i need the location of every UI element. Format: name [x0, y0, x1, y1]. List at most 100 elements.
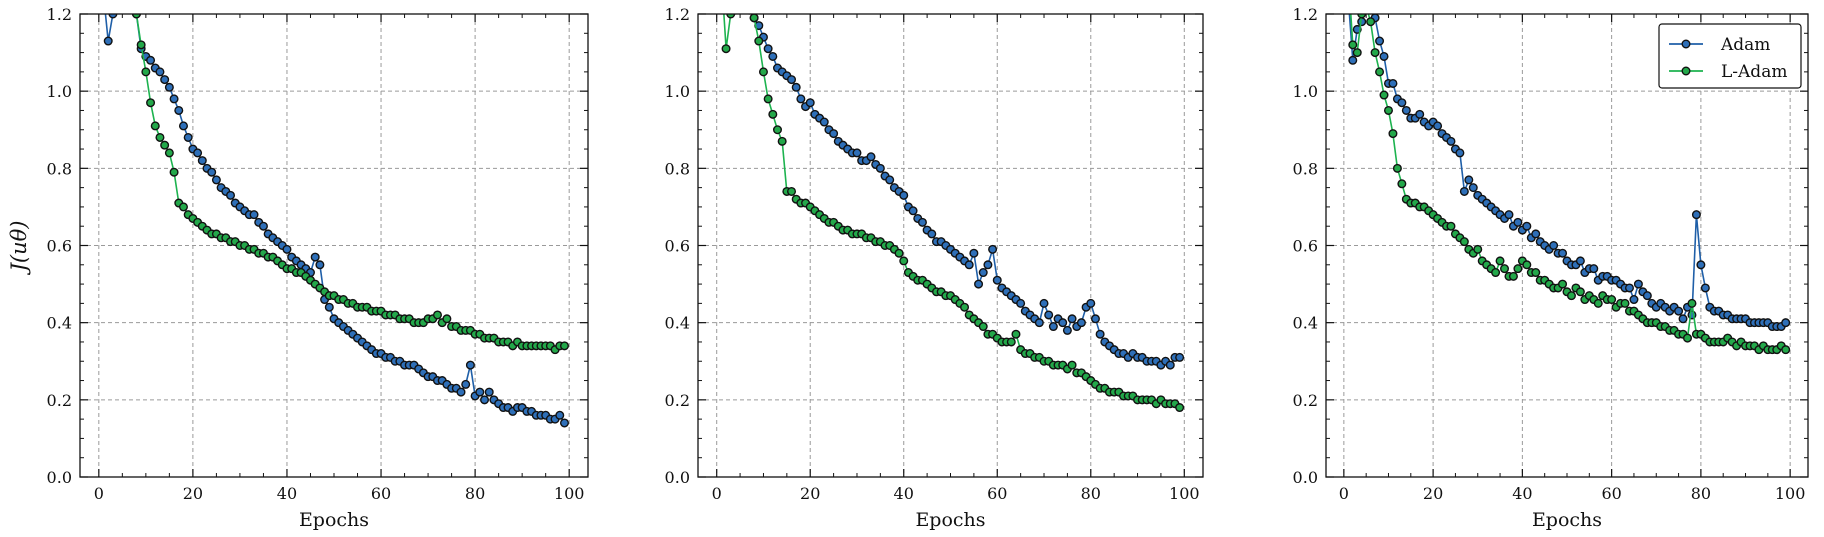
- data-point-l-adam: [978, 322, 988, 332]
- data-point-adam: [796, 94, 806, 104]
- data-point-adam: [791, 82, 801, 92]
- y-tick-label: 0.0: [665, 468, 690, 487]
- data-point-l-adam: [772, 125, 782, 135]
- data-point-l-adam: [1508, 271, 1518, 281]
- legend-label: Adam: [1720, 35, 1770, 55]
- x-axis-label: Epochs: [1532, 509, 1602, 531]
- y-tick-label: 0.0: [47, 468, 72, 487]
- data-point-adam: [1401, 105, 1411, 115]
- y-tick-label: 1.0: [1293, 82, 1318, 101]
- data-point-l-adam: [1500, 264, 1510, 274]
- data-point-adam: [1362, 2, 1370, 10]
- data-point-adam: [1446, 136, 1456, 146]
- series-line-adam: [750, 14, 1180, 367]
- x-tick-label: 60: [1601, 484, 1621, 503]
- data-point-l-adam: [160, 140, 170, 150]
- data-point-adam: [1674, 306, 1684, 316]
- data-point-adam: [484, 387, 494, 397]
- data-point-adam: [207, 167, 217, 177]
- data-point-adam: [559, 418, 569, 428]
- y-tick-label: 1.0: [665, 82, 690, 101]
- data-point-adam: [480, 395, 490, 405]
- data-point-l-adam: [1522, 260, 1532, 270]
- x-axis-label: Epochs: [299, 509, 369, 531]
- data-point-adam: [805, 98, 815, 108]
- data-point-l-adam: [164, 148, 174, 158]
- y-tick-label: 0.2: [665, 391, 690, 410]
- data-point-adam: [1076, 318, 1086, 328]
- data-point-adam: [178, 121, 188, 131]
- panel-1: 0 20 40 60 80 100 0.0 0.2 0.4 0.6 0.8 1.0 1.2 Epochs: [47, 2, 589, 531]
- data-point-adam: [787, 75, 797, 85]
- data-point-adam: [988, 244, 998, 254]
- y-tick-label: 0.8: [1293, 159, 1318, 178]
- y-tick-label: 0.6: [1293, 237, 1318, 256]
- data-point-adam: [852, 148, 862, 158]
- x-tick-label: 80: [1691, 484, 1711, 503]
- data-point-l-adam: [1558, 279, 1568, 289]
- data-point-adam: [555, 410, 565, 420]
- data-point-adam: [1624, 283, 1634, 293]
- data-point-adam: [1549, 240, 1559, 250]
- data-point-adam: [722, 0, 730, 2]
- data-point-l-adam: [155, 132, 165, 142]
- data-point-l-adam: [899, 256, 909, 266]
- data-point-adam: [741, 2, 749, 10]
- data-point-adam: [1016, 298, 1026, 308]
- legend: Adam L-Adam: [1658, 23, 1802, 89]
- data-point-adam: [866, 152, 876, 162]
- data-point-l-adam: [777, 136, 787, 146]
- data-point-adam: [164, 82, 174, 92]
- axes-frame: [1325, 13, 1809, 478]
- y-tick-label: 0.0: [1293, 468, 1318, 487]
- plot-area: [103, 2, 569, 428]
- data-point-adam: [258, 221, 268, 231]
- x-tick-label: 20: [800, 484, 820, 503]
- data-point-adam: [908, 206, 918, 216]
- legend-label: L-Adam: [1721, 62, 1787, 82]
- data-point-adam: [733, 14, 738, 15]
- data-point-adam: [146, 55, 156, 65]
- data-point-l-adam: [1575, 287, 1585, 297]
- data-point-adam: [1086, 298, 1096, 308]
- data-point-adam: [456, 387, 466, 397]
- x-tick-label: 60: [987, 484, 1007, 503]
- data-point-l-adam: [1379, 90, 1389, 100]
- data-point-l-adam: [1383, 105, 1393, 115]
- x-tick-label: 40: [1512, 484, 1532, 503]
- data-point-adam: [1558, 248, 1568, 258]
- data-point-l-adam: [136, 40, 146, 50]
- data-point-adam: [1691, 210, 1701, 220]
- data-point-adam: [282, 244, 292, 254]
- data-point-adam: [1642, 291, 1652, 301]
- data-point-adam: [1455, 148, 1465, 158]
- data-point-l-adam: [1566, 291, 1576, 301]
- x-tick-label: 20: [183, 484, 203, 503]
- panel-2: 0 20 40 60 80 100 0.0 0.2 0.4 0.6 0.8 1.0 1.2 Epochs: [665, 0, 1204, 531]
- data-point-adam: [1575, 256, 1585, 266]
- data-point-l-adam: [1362, 2, 1370, 10]
- data-point-adam: [1388, 78, 1398, 88]
- data-point-l-adam: [758, 67, 768, 77]
- data-point-l-adam: [1491, 268, 1501, 278]
- data-point-adam: [969, 248, 979, 258]
- data-point-l-adam: [1352, 48, 1362, 58]
- data-point-adam: [1375, 36, 1385, 46]
- data-point-l-adam: [1682, 333, 1692, 343]
- data-point-adam: [1048, 322, 1058, 332]
- data-point-l-adam: [1687, 298, 1697, 308]
- data-point-adam: [1379, 51, 1389, 61]
- data-point-adam: [727, 2, 735, 10]
- data-point-adam: [1415, 109, 1425, 119]
- data-point-adam: [992, 275, 1002, 285]
- data-point-l-adam: [749, 14, 759, 23]
- data-point-l-adam: [128, 2, 136, 10]
- data-point-adam: [747, 14, 752, 15]
- data-point-l-adam: [1392, 163, 1402, 173]
- data-point-adam: [1175, 352, 1185, 362]
- data-point-adam: [475, 387, 485, 397]
- panel-3: 0 20 40 60 80 100 0.0 0.2 0.4 0.6 0.8 1.0 1.2 Epochs A…: [1293, 2, 1809, 531]
- data-point-adam: [1165, 360, 1175, 370]
- data-point-adam: [1397, 98, 1407, 108]
